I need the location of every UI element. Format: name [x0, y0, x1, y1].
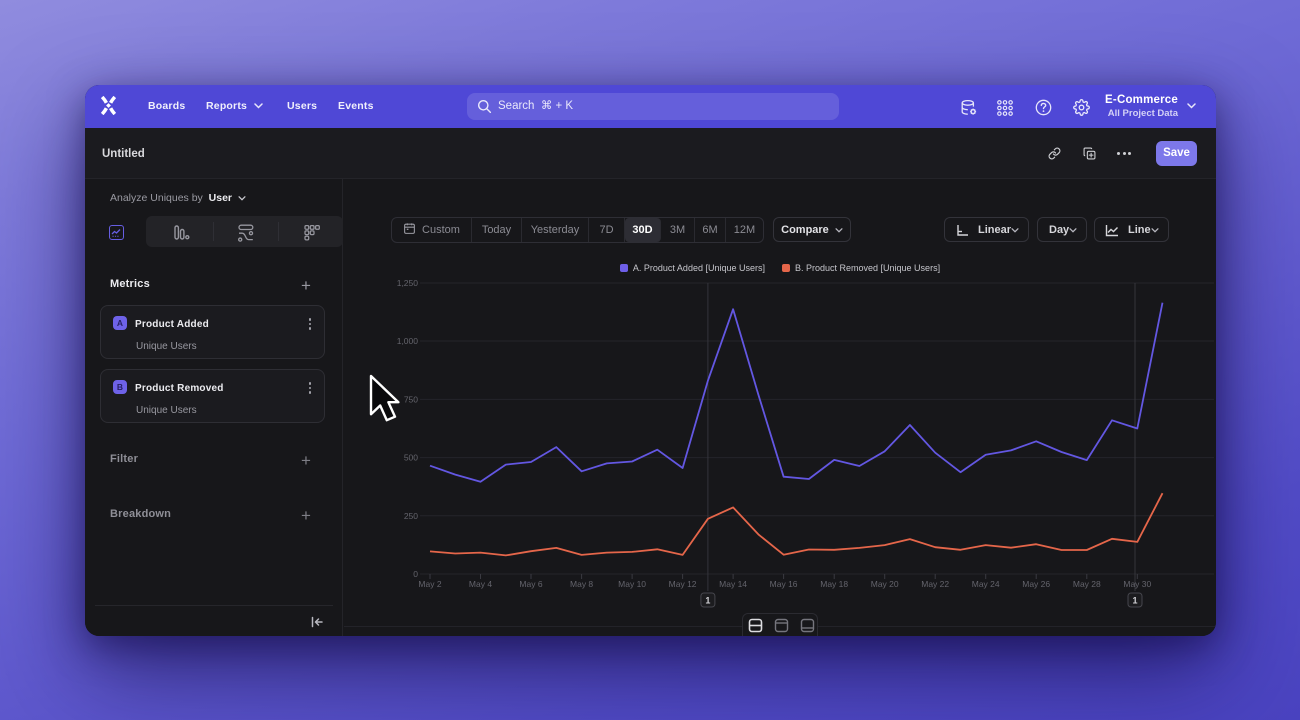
svg-text:May 4: May 4 [469, 579, 492, 589]
svg-text:May 14: May 14 [719, 579, 747, 589]
svg-text:May 16: May 16 [770, 579, 798, 589]
svg-text:1: 1 [705, 596, 710, 606]
svg-text:1,000: 1,000 [397, 336, 419, 346]
svg-text:May 20: May 20 [871, 579, 899, 589]
svg-text:May 30: May 30 [1123, 579, 1151, 589]
svg-text:May 6: May 6 [519, 579, 542, 589]
svg-text:1: 1 [1132, 596, 1137, 606]
svg-text:May 24: May 24 [972, 579, 1000, 589]
svg-text:May 22: May 22 [921, 579, 949, 589]
svg-text:250: 250 [404, 511, 418, 521]
svg-text:0: 0 [413, 569, 418, 579]
svg-text:May 12: May 12 [669, 579, 697, 589]
svg-text:May 2: May 2 [418, 579, 441, 589]
svg-text:May 28: May 28 [1073, 579, 1101, 589]
svg-text:May 10: May 10 [618, 579, 646, 589]
svg-text:750: 750 [404, 394, 418, 404]
svg-text:May 18: May 18 [820, 579, 848, 589]
svg-text:500: 500 [404, 453, 418, 463]
svg-text:May 8: May 8 [570, 579, 593, 589]
svg-text:1,250: 1,250 [397, 278, 419, 288]
svg-text:May 26: May 26 [1022, 579, 1050, 589]
